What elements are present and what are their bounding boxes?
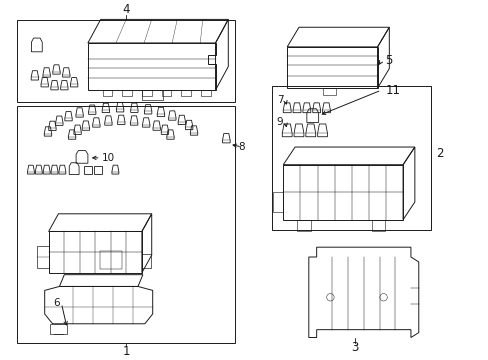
Bar — [94, 166, 102, 174]
Bar — [322, 88, 336, 95]
Bar — [181, 90, 191, 96]
Bar — [271, 86, 429, 230]
Text: 4: 4 — [122, 3, 130, 16]
Text: 2: 2 — [436, 147, 443, 161]
Bar — [142, 90, 151, 96]
Text: 11: 11 — [385, 84, 400, 96]
Text: 1: 1 — [122, 345, 130, 358]
Bar — [142, 254, 150, 268]
Text: 6: 6 — [53, 298, 60, 308]
Bar — [17, 106, 235, 343]
Bar — [161, 90, 171, 96]
Bar — [84, 166, 92, 174]
Bar — [122, 90, 132, 96]
Text: 5: 5 — [385, 54, 392, 67]
Bar — [17, 21, 235, 102]
Text: 7: 7 — [276, 95, 283, 105]
Text: 9: 9 — [276, 117, 283, 126]
Bar — [141, 90, 163, 100]
Bar — [102, 90, 112, 96]
Bar — [273, 192, 283, 212]
Text: 10: 10 — [102, 153, 115, 163]
Bar — [296, 220, 310, 231]
Text: 3: 3 — [350, 341, 358, 354]
Bar — [100, 251, 122, 269]
Bar — [49, 324, 67, 334]
Bar — [37, 246, 48, 268]
Text: 8: 8 — [238, 142, 245, 152]
Bar — [201, 90, 210, 96]
Bar — [371, 220, 385, 231]
